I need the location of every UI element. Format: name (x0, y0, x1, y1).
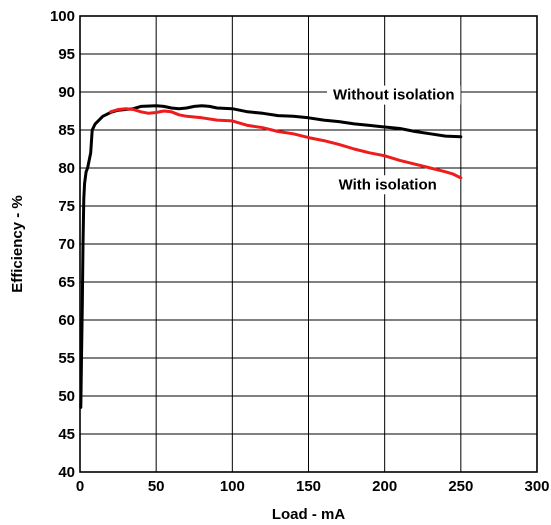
y-tick-labels: 40 45 50 55 60 65 70 75 80 85 90 95 100 (50, 8, 75, 481)
annotation-background (327, 85, 461, 105)
x-tick-label: 200 (372, 478, 397, 495)
series-layer (79, 104, 463, 409)
y-tick-label: 60 (58, 312, 75, 329)
y-tick-label: 75 (58, 198, 75, 215)
x-tick-label: 100 (220, 478, 245, 495)
y-tick-label: 40 (58, 464, 75, 481)
y-axis-label: Efficiency - % (9, 195, 26, 293)
y-tick-label: 65 (58, 274, 75, 291)
x-tick-label: 300 (524, 478, 549, 495)
y-tick-label: 95 (58, 46, 75, 63)
x-tick-label: 150 (296, 478, 321, 495)
annotation-layer: Without isolation With isolation (333, 87, 455, 194)
annotation-backgrounds (327, 85, 461, 195)
y-tick-label: 80 (58, 160, 75, 177)
y-tick-label: 85 (58, 122, 75, 139)
y-tick-label: 50 (58, 388, 75, 405)
y-tick-label: 100 (50, 8, 75, 25)
annotation-label: With isolation (339, 176, 437, 193)
y-tick-label: 45 (58, 426, 75, 443)
y-tick-label: 90 (58, 84, 75, 101)
x-tick-labels: 0 50 100 150 200 250 300 (76, 478, 550, 495)
annotation-background (332, 175, 443, 195)
annotation-label: Without isolation (333, 87, 455, 104)
series-line-1 (79, 104, 463, 409)
x-axis-label: Load - mA (272, 506, 345, 523)
x-tick-label: 0 (76, 478, 84, 495)
y-tick-label: 70 (58, 236, 75, 253)
x-tick-label: 50 (148, 478, 165, 495)
x-tick-label: 250 (448, 478, 473, 495)
plot-frame (79, 15, 538, 473)
grid-lines (80, 16, 537, 472)
y-tick-label: 55 (58, 350, 75, 367)
series-line-2 (109, 107, 463, 180)
